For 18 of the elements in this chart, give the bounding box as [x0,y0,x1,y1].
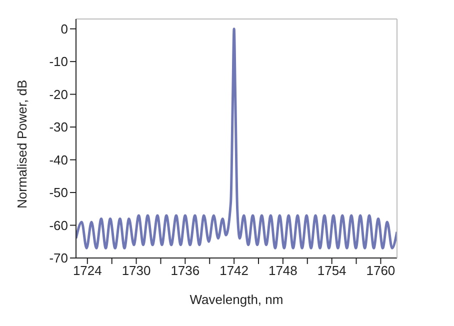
x-axis-title: Wavelength, nm [190,292,284,307]
y-tick-label: -10 [49,54,68,70]
x-tick-label: 1730 [122,263,151,278]
y-axis-title: Normalised Power, dB [14,80,30,208]
y-tick-label: -30 [49,120,68,135]
x-tick-label: 1754 [317,263,346,278]
x-tick-label: 1760 [366,263,396,278]
y-tick-label: -40 [49,152,68,168]
y-tick-label: 0 [60,21,68,36]
x-tick-label: 1736 [170,263,200,278]
x-tick-label: 1742 [220,263,249,278]
y-tick-label: -70 [49,250,68,266]
x-tick-label: 1724 [72,263,102,278]
y-tick-label: -50 [49,185,68,200]
x-tick-label: 1748 [268,263,298,278]
y-tick-label: -60 [49,218,68,233]
line-series [76,28,397,250]
y-tick-label: -20 [49,86,68,102]
